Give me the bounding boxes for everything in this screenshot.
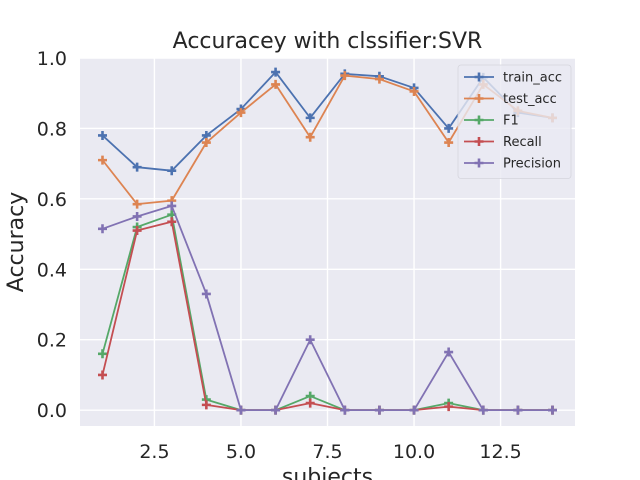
data-point-Precision [340, 405, 350, 415]
legend-label: train_acc [503, 71, 562, 86]
data-point-Precision [167, 201, 177, 211]
y-tick-label: 0.2 [37, 330, 67, 352]
data-point-test_acc [236, 108, 246, 118]
data-point-test_acc [444, 138, 454, 148]
legend-item-Recall: Recall [464, 135, 542, 150]
legend-item-Precision: Precision [464, 157, 561, 172]
data-point-Precision [409, 405, 419, 415]
y-axis-label: Accuracy [4, 192, 29, 292]
legend-swatch-marker [474, 158, 484, 168]
data-point-F1 [98, 349, 107, 359]
y-tick-label: 1.0 [37, 48, 67, 70]
data-point-Precision [305, 335, 315, 345]
x-tick-label: 2.5 [139, 441, 169, 463]
data-point-test_acc [305, 132, 315, 142]
data-point-test_acc [201, 138, 211, 148]
data-point-test_acc [132, 199, 142, 209]
data-point-train_acc [132, 162, 142, 172]
data-point-Precision [444, 347, 454, 357]
legend: train_acc test_acc F1 Recall Precision [457, 64, 572, 179]
y-tick-label: 0.4 [37, 259, 67, 281]
data-point-test_acc [271, 79, 281, 89]
legend-label: test_acc [503, 92, 557, 107]
y-tick-label: 0.8 [37, 118, 67, 140]
x-axis-ticks: 2.5 5.0 7.5 10.0 12.5 [139, 441, 521, 463]
y-axis-ticks: 0.0 0.2 0.4 0.6 0.8 1.0 [37, 48, 67, 422]
y-tick-label: 0.0 [37, 400, 67, 422]
x-tick-label: 7.5 [312, 441, 342, 463]
data-point-Precision [201, 289, 211, 299]
data-point-Recall [98, 370, 107, 380]
data-point-test_acc [409, 86, 419, 96]
legend-label: Precision [503, 157, 561, 172]
legend-item-test_acc: test_acc [464, 92, 557, 107]
data-point-train_acc [167, 166, 177, 176]
data-point-Precision [98, 224, 107, 234]
y-tick-label: 0.6 [37, 189, 67, 211]
data-point-test_acc [340, 71, 350, 81]
data-point-train_acc [98, 130, 107, 140]
data-point-train_acc [271, 67, 281, 77]
data-point-test_acc [98, 155, 107, 165]
data-point-Recall [167, 217, 177, 227]
x-axis-label: subjects [282, 465, 373, 480]
data-point-Precision [374, 405, 384, 415]
legend-swatch-marker [474, 72, 484, 82]
data-point-Precision [271, 405, 281, 415]
data-point-Precision [513, 405, 523, 415]
legend-item-F1: F1 [464, 114, 519, 129]
chart-title: Accuracey with clssifier:SVR [173, 29, 483, 54]
data-point-Precision [236, 405, 246, 415]
data-point-Precision [132, 211, 142, 221]
x-tick-label: 12.5 [479, 441, 521, 463]
data-point-Precision [478, 405, 488, 415]
series-Precision [98, 201, 557, 415]
data-point-Recall [201, 400, 211, 410]
legend-swatch-marker [474, 137, 484, 146]
data-point-Precision [548, 405, 557, 415]
data-point-train_acc [305, 113, 315, 123]
legend-swatch-marker [474, 115, 484, 125]
data-point-Recall [444, 402, 454, 412]
data-point-train_acc [444, 123, 454, 133]
x-tick-label: 5.0 [226, 441, 256, 463]
series-line-Precision [102, 205, 553, 412]
data-point-Recall [305, 398, 315, 408]
data-point-Recall [132, 226, 142, 236]
series-line-Recall [101, 220, 553, 412]
legend-item-train_acc: train_acc [464, 71, 562, 86]
legend-frame [457, 64, 572, 179]
legend-swatch-marker [474, 94, 484, 103]
x-tick-label: 10.0 [393, 441, 435, 463]
data-point-test_acc [374, 74, 384, 84]
legend-label: Recall [503, 135, 542, 150]
legend-label: F1 [503, 114, 519, 129]
series-layer [98, 67, 557, 415]
